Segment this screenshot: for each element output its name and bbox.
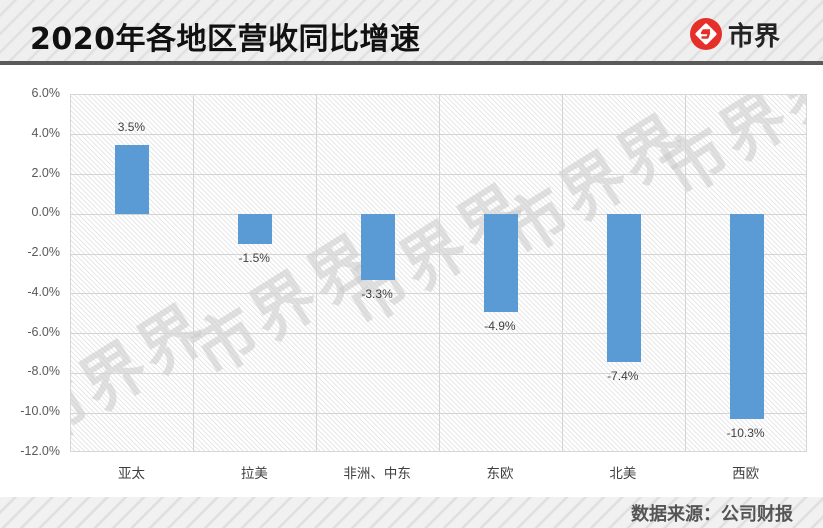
x-tick-label: 拉美 [240,466,268,482]
x-tick-label: 亚太 [118,466,145,482]
bar [483,214,518,312]
gridline-vertical [439,95,440,451]
data-label: -1.5% [238,251,270,266]
data-source: 数据来源：公司财报 [631,504,793,525]
chart-title: 2020年各地区营收同比增速 [30,22,421,57]
y-tick-label: -4.0% [27,284,60,299]
y-tick-label: 2.0% [31,165,61,180]
data-label: -3.3% [361,286,393,301]
data-label: -10.3% [726,426,765,441]
x-tick-label: 非洲、中东 [343,466,411,482]
gridline-horizontal [71,372,806,374]
y-tick-label: -6.0% [27,324,60,339]
x-tick-label: 北美 [609,466,637,482]
gridline-vertical [316,95,318,451]
data-label: 3.5% [117,119,146,134]
y-tick-label: -8.0% [27,364,60,379]
data-label: -4.9% [484,318,516,333]
data-label: -7.4% [607,368,639,383]
watermark-text: 市界界 [70,290,223,452]
bar [606,214,641,362]
gridline-vertical [684,95,686,451]
x-tick-label: 西欧 [732,466,760,482]
gridline-horizontal [71,253,806,255]
bar [115,144,150,215]
watermark-text: 市界界 [650,94,807,212]
plot-area: 市界界 市界界 市界界 市界界 市界界 [70,94,807,452]
shijie-logo-icon [690,18,722,50]
gridline-horizontal [71,412,806,414]
gridline-horizontal [71,174,806,176]
y-tick-label: 4.0% [31,125,61,140]
gridline-horizontal [71,134,806,136]
y-tick-label: -10.0% [20,404,60,419]
header-band: 2020年各地区营收同比增速 市界 [0,0,823,62]
y-tick-label: 6.0% [31,86,61,100]
y-tick-label: -12.0% [20,444,60,458]
y-tick-label: 0.0% [31,205,61,220]
gridline-horizontal [71,293,806,295]
brand-logo: 市界 [690,17,781,52]
brand-name: 市界 [728,21,781,52]
gridline-horizontal [71,333,806,335]
footer-band: 数据来源：公司财报 [0,497,823,528]
y-tick-label: -2.0% [27,245,60,260]
header-divider [0,61,823,65]
gridline-vertical [561,95,563,451]
x-tick-label: 东欧 [486,466,514,482]
bar [238,214,273,245]
bar [729,214,764,420]
gridline-horizontal [71,213,806,215]
gridline-vertical [193,95,195,451]
bar [361,214,396,280]
